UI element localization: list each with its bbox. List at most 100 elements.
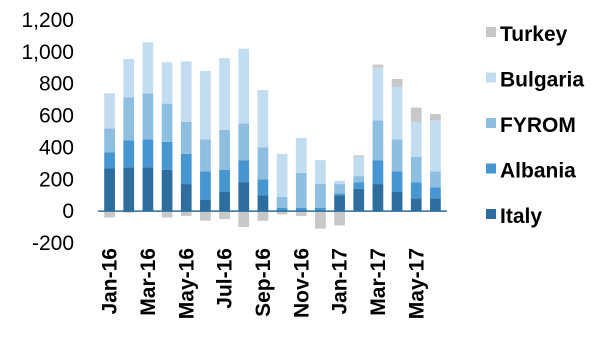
bar-segment-albania [238,160,250,183]
bar-segment-fyrom [391,139,403,172]
bar-segment-albania [276,207,288,212]
bar-segment-albania [104,152,115,169]
bar-segment-fyrom [180,121,192,154]
legend-swatch [486,27,496,37]
bar-segment-bulgaria [238,48,250,124]
bar-segment-bulgaria [142,42,154,94]
bar-segment-fyrom [295,172,307,208]
legend-label: Italy [500,205,542,228]
bars [104,42,441,229]
bar-segment-albania [142,139,154,168]
bar-segment-albania [334,193,345,196]
bar-segment-fyrom [161,103,173,142]
legend-item-albania: Albania [486,160,576,183]
bar-segment-italy [142,167,154,212]
y-tick-label: 200 [39,168,74,191]
bar-segment-turkey [353,155,365,157]
bar-segment-bulgaria [200,70,211,140]
bar-segment-italy [430,198,441,212]
y-axis-ticks: -200 0 200 400 600 800 1,000 1,200 [21,9,74,255]
bar-segment-turkey [276,211,288,215]
bar-segment-albania [315,207,326,212]
x-tick-label: Jan-16 [99,248,122,315]
bar-segment-albania [295,207,307,212]
bar-segment-turkey [219,211,230,220]
legend-item-italy: Italy [486,205,542,228]
y-tick-label: 0 [62,200,74,223]
legend-label: Turkey [500,23,568,46]
bar-segment-albania [391,171,403,193]
bar-segment-italy [104,168,115,212]
bar-segment-turkey [123,211,135,213]
bar-segment-bulgaria [410,121,422,157]
legend-label: FYROM [500,114,576,137]
bar-segment-turkey [391,78,403,87]
bar-segment-fyrom [142,93,154,140]
legend-item-bulgaria: Bulgaria [486,69,584,92]
legend-item-fyrom: FYROM [486,114,576,137]
bar-segment-bulgaria [372,67,384,121]
bar-segment-turkey [430,113,441,121]
bar-segment-turkey [257,211,269,221]
bar-segment-italy [353,188,365,212]
bar-segment-turkey [238,211,250,228]
bar-segment-fyrom [219,129,230,170]
bar-segment-turkey [180,211,192,216]
bar-segment-albania [410,182,422,199]
legend-swatch [486,163,496,174]
x-tick-label: Mar-17 [367,248,390,316]
bar-segment-albania [257,179,269,196]
x-tick-label: May-16 [175,248,198,319]
bar-segment-turkey [372,64,384,68]
bar-segment-bulgaria [334,180,345,185]
bar-segment-fyrom [353,176,365,183]
bar-segment-italy [410,198,422,212]
legend: Turkey Bulgaria FYROM Albania Italy [486,23,584,228]
legend-label: Bulgaria [500,69,584,92]
bar-segment-fyrom [430,171,441,188]
bar-segment-bulgaria [123,59,135,98]
legend-swatch [486,118,496,128]
bar-segment-albania [372,160,384,185]
bar-segment-italy [372,184,384,212]
legend-item-turkey: Turkey [486,23,568,46]
bar-segment-bulgaria [391,86,403,140]
bar-segment-turkey [315,211,326,229]
x-tick-label: Sep-16 [252,248,275,317]
bar-segment-bulgaria [315,160,326,185]
bar-segment-fyrom [410,156,422,183]
y-tick-label: 800 [39,73,74,96]
bar-segment-italy [180,184,192,212]
bar-segment-italy [257,195,269,212]
bar-segment-turkey [295,211,307,216]
x-tick-label: Nov-16 [290,248,313,318]
bar-segment-italy [391,192,403,212]
bar-segment-turkey [200,211,211,221]
bar-segment-albania [200,171,211,200]
bar-segment-bulgaria [257,90,269,148]
bar-segment-fyrom [276,196,288,208]
bar-segment-turkey [410,107,422,122]
bar-segment-bulgaria [180,61,192,122]
bar-segment-fyrom [238,123,250,161]
bar-segment-bulgaria [430,120,441,172]
bar-segment-italy [238,182,250,212]
y-tick-label: 1,200 [21,9,74,32]
x-tick-label: Jan-17 [329,248,352,315]
bar-segment-albania [123,140,135,168]
bar-segment-fyrom [315,184,326,208]
bar-segment-italy [219,192,230,212]
bar-segment-albania [353,182,365,189]
bar-segment-fyrom [372,120,384,161]
bar-segment-fyrom [334,184,345,194]
bar-segment-fyrom [123,97,135,141]
bar-segment-fyrom [104,128,115,153]
bar-segment-bulgaria [219,58,230,130]
bar-segment-albania [219,169,230,193]
bar-segment-turkey [334,211,345,226]
bar-segment-bulgaria [276,153,288,197]
legend-label: Albania [500,160,576,183]
bar-segment-bulgaria [295,137,307,173]
y-tick-label: 600 [39,105,74,128]
